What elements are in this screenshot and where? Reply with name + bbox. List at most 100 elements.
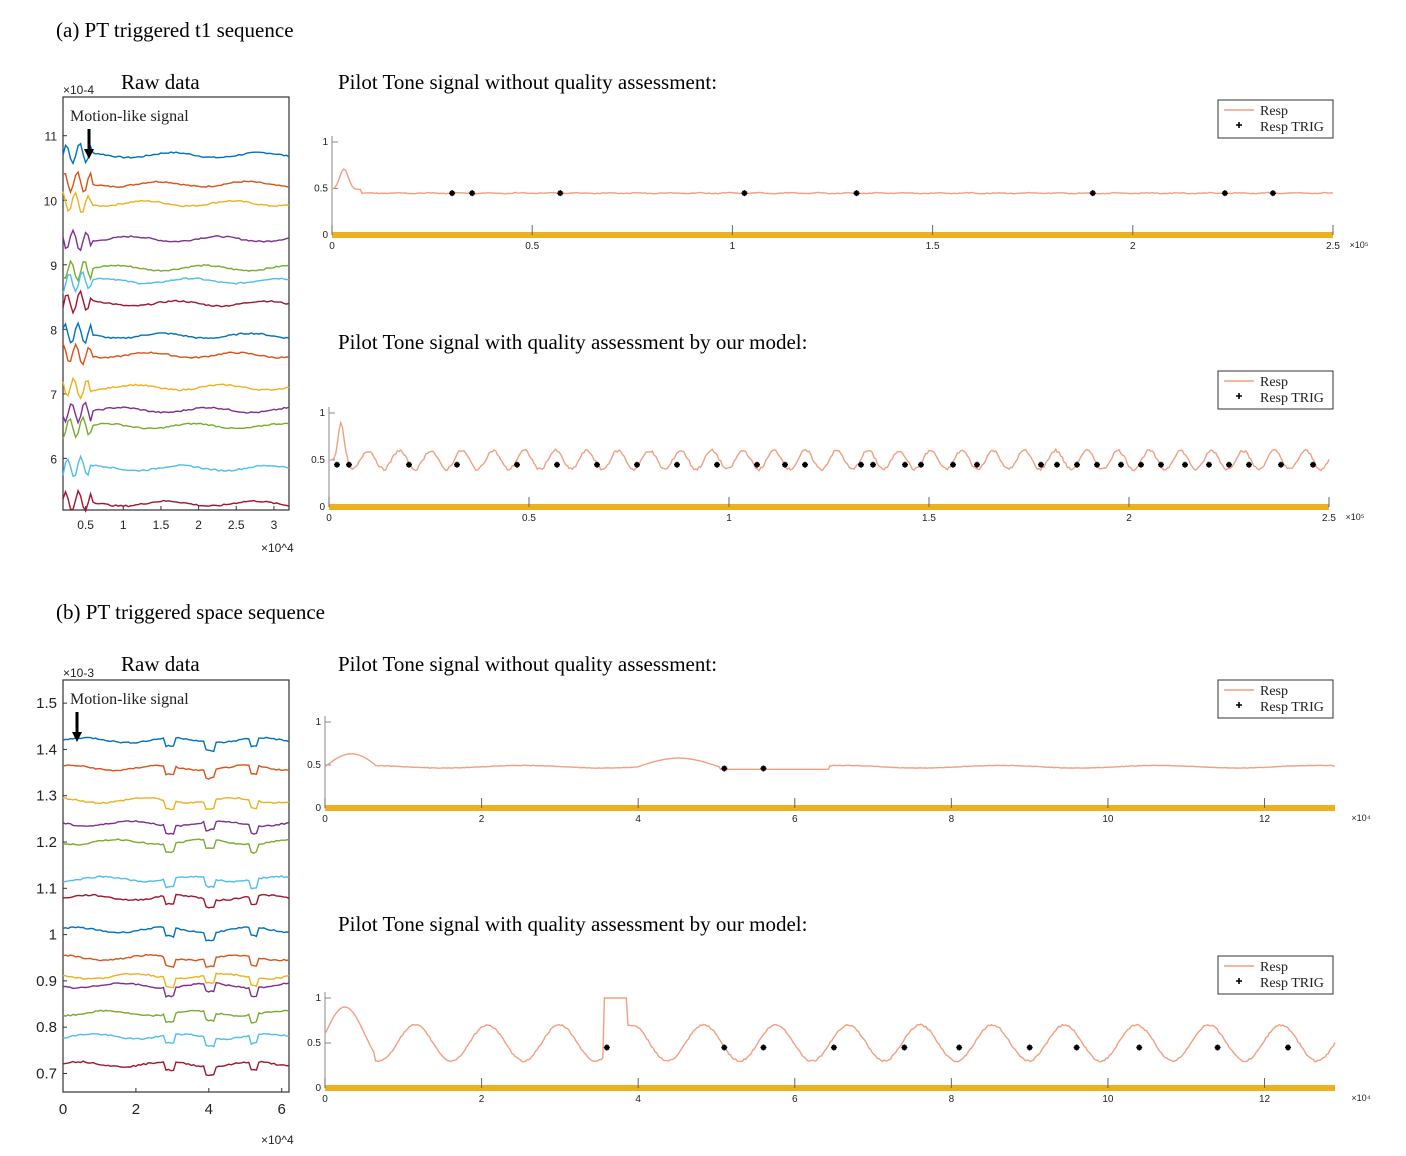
a-bottom-xtick-label: 1: [726, 513, 732, 524]
a-top-legend-trig-label: Resp TRIG: [1260, 120, 1324, 135]
a-raw-trace: [62, 170, 290, 195]
b-raw-ytick-label: 0.7: [36, 1065, 57, 1082]
a-bottom-trig-marker: [1074, 461, 1080, 468]
b-raw-trace: [62, 796, 290, 811]
b-bottom-xtick-label: 6: [792, 1094, 798, 1105]
a-raw-trace: [62, 415, 290, 440]
a-bottom-trig-marker: [346, 461, 352, 468]
a-top-trig-marker: [449, 190, 456, 197]
a-bottom-trig-marker: [674, 461, 680, 468]
b-bottom-trig-marker: [1073, 1044, 1080, 1051]
a-bottom-trig-marker: [974, 461, 980, 468]
a-raw-trace: [62, 190, 290, 213]
a-raw-y-multiplier: ×10-4: [63, 83, 94, 97]
b-raw-trace: [62, 1032, 290, 1048]
a-raw-trace: [62, 259, 290, 283]
a-raw-xtick-label: 2: [195, 518, 202, 532]
a-top-xtick-label: 0.5: [525, 241, 539, 252]
a-bottom-trig-marker: [1206, 461, 1212, 468]
a-raw-ytick-label: 8: [50, 323, 57, 337]
b-top-trig-marker: [760, 765, 767, 772]
b-raw-trace: [63, 893, 290, 909]
b-raw-trace: [62, 875, 290, 890]
a-bottom-trig-marker: [334, 461, 340, 468]
a-top-trig-marker: [853, 190, 860, 197]
b-bottom-trig-marker: [1214, 1044, 1221, 1051]
a-raw-trace: [62, 454, 290, 478]
a-bottom-ytick-label: 0: [319, 502, 325, 513]
a-bottom-legend-trig-label: Resp TRIG: [1260, 391, 1324, 406]
b-top-title: Pilot Tone signal without quality assess…: [338, 652, 718, 676]
a-bottom-trig-marker: [1094, 461, 1100, 468]
b-raw-trace: [62, 764, 290, 780]
b-raw-xtick-label: 4: [205, 1101, 213, 1118]
b-bottom-ytick-label: 1: [315, 993, 321, 1004]
b-raw-ytick-label: 1.4: [36, 741, 57, 758]
b-bottom-trig-marker: [1026, 1044, 1033, 1051]
a-bottom-trig-marker: [634, 461, 640, 468]
a-raw-xtick-label: 0.5: [77, 518, 94, 532]
b-bottom-legend-resp-label: Resp: [1260, 960, 1288, 975]
a-bottom-xtick-label: 2.5: [1322, 513, 1336, 524]
a-bottom-legend-resp-label: Resp: [1260, 375, 1288, 390]
b-raw-ytick-label: 1.5: [36, 695, 57, 712]
b-bottom-xtick-label: 10: [1102, 1094, 1114, 1105]
a-top-resp-line: [331, 168, 1334, 195]
a-bottom-trig-marker: [1118, 461, 1124, 468]
a-raw-trace: [62, 401, 290, 425]
a-raw-title: Raw data: [121, 70, 200, 94]
a-top-xtick-label: 0: [329, 241, 335, 252]
b-bottom-trig-marker: [1285, 1044, 1292, 1051]
a-bottom-title: Pilot Tone signal with quality assessmen…: [338, 330, 808, 354]
a-top-legend-box: [1217, 99, 1334, 139]
a-raw-xtick-label: 2.5: [228, 518, 245, 532]
b-top-x-multiplier: ×10⁴: [1351, 813, 1370, 823]
b-bottom-x-multiplier: ×10⁴: [1351, 1093, 1370, 1103]
a-bottom-trig-marker: [870, 461, 876, 468]
a-bottom-trig-marker: [1226, 461, 1232, 468]
a-top-ytick-label: 1: [322, 137, 328, 148]
a-bottom-trig-marker: [554, 461, 560, 468]
b-raw-trace: [62, 819, 290, 835]
b-raw-ytick-label: 1.2: [36, 834, 57, 851]
b-bottom-trig-marker: [603, 1044, 610, 1051]
b-top-xtick-label: 12: [1259, 814, 1271, 825]
a-bottom-trig-marker: [1138, 461, 1144, 468]
a-bottom-xtick-label: 0.5: [522, 513, 536, 524]
a-bottom-trig-marker: [1038, 461, 1044, 468]
b-raw-trace: [62, 981, 290, 998]
b-top-xtick-label: 4: [635, 814, 641, 825]
a-raw-xtick-label: 1: [120, 518, 127, 532]
a-raw-trace: [62, 488, 290, 513]
b-raw-ytick-label: 1.3: [36, 788, 57, 805]
a-raw-arrow-head: [84, 149, 94, 159]
a-top-x-multiplier: ×10⁵: [1350, 240, 1369, 250]
a-top-title: Pilot Tone signal without quality assess…: [338, 70, 718, 94]
a-bottom-trig-marker: [858, 461, 864, 468]
a-raw-ytick-label: 10: [44, 194, 58, 208]
b-raw-trace: [62, 838, 290, 854]
b-top-legend-trig-swatch: [1236, 702, 1242, 708]
a-top-trig-marker: [1089, 190, 1096, 197]
a-raw-ytick-label: 11: [45, 130, 58, 144]
b-bottom-xtick-label: 0: [322, 1094, 328, 1105]
b-bottom-xtick-label: 4: [635, 1094, 641, 1105]
a-bottom-trig-marker: [918, 461, 924, 468]
b-raw-trace: [62, 972, 290, 989]
a-bottom-trig-marker: [1182, 461, 1188, 468]
a-raw-trace: [62, 321, 290, 345]
a-raw-ytick-label: 9: [50, 259, 57, 273]
a-bottom-trig-marker: [1054, 461, 1060, 468]
b-bottom-legend-box: [1217, 955, 1334, 995]
a-top-legend-resp-label: Resp: [1260, 104, 1288, 119]
a-bottom-trig-marker: [782, 461, 788, 468]
b-bottom-trig-marker: [1136, 1044, 1143, 1051]
b-bottom-ytick-label: 0: [315, 1083, 321, 1094]
b-bottom-trig-marker: [830, 1044, 837, 1051]
a-raw-frame: [62, 96, 290, 511]
a-top-xtick-label: 2: [1130, 241, 1136, 252]
a-raw-ytick-label: 7: [50, 388, 57, 402]
a-bottom-trig-marker: [1246, 461, 1252, 468]
b-top-legend-box: [1217, 679, 1334, 719]
a-bottom-xtick-label: 0: [326, 513, 332, 524]
